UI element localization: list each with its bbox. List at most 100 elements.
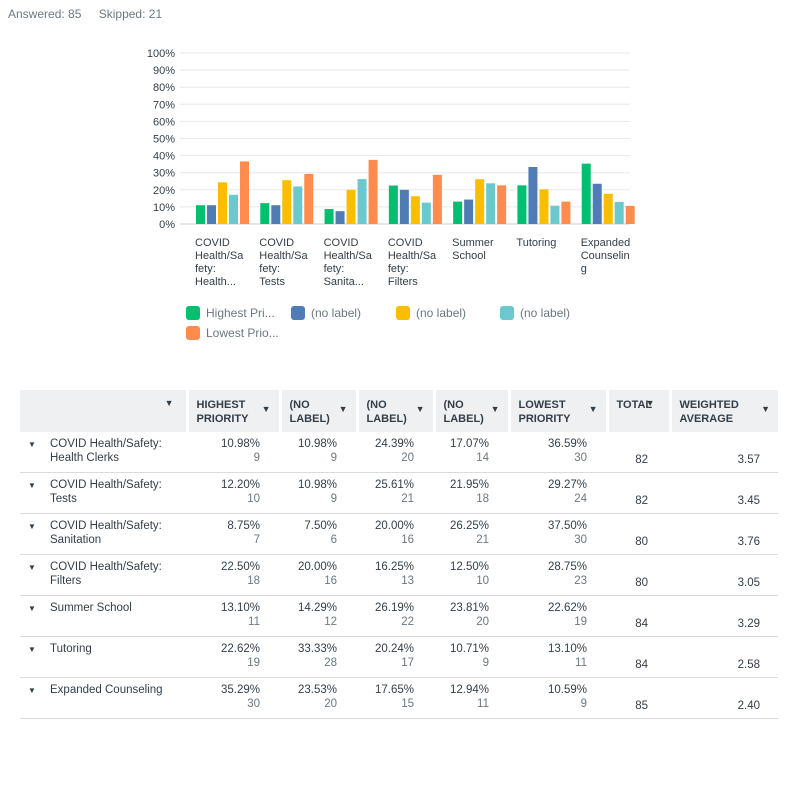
bar[interactable] <box>218 182 227 224</box>
bar[interactable] <box>324 209 334 224</box>
bar[interactable] <box>550 205 560 224</box>
bar[interactable] <box>346 189 356 224</box>
bar[interactable] <box>368 159 378 224</box>
table-row: ▼ Summer School 13.10% 11 14.29% 12 26.19% 22 23… <box>20 595 778 637</box>
bar[interactable] <box>388 185 398 224</box>
bar[interactable] <box>581 163 591 224</box>
sort-caret-icon[interactable]: ▼ <box>415 404 425 414</box>
y-tick-label: 20% <box>153 185 175 197</box>
row-expand-caret-icon[interactable]: ▼ <box>28 481 36 490</box>
percent-value: 21.95% <box>449 479 489 491</box>
bar[interactable] <box>260 203 270 224</box>
bar[interactable] <box>240 161 249 224</box>
response-cell: 13.10% 11 <box>187 595 280 637</box>
response-cell: 35.29% 30 <box>187 677 280 719</box>
legend-item[interactable]: (no label) <box>396 306 466 320</box>
legend-label: Highest Pri... <box>206 306 275 320</box>
bar[interactable] <box>614 201 624 224</box>
response-cell: 22.62% 19 <box>187 636 280 678</box>
sort-caret-icon[interactable]: ▼ <box>645 398 655 408</box>
row-label-cell: ▼ Expanded Counseling <box>20 677 187 719</box>
bar[interactable] <box>528 167 538 224</box>
response-cell: 12.94% 11 <box>434 677 509 719</box>
bar[interactable] <box>539 189 549 224</box>
x-tick-label: Health/Sa <box>195 250 244 262</box>
bar[interactable] <box>432 174 442 224</box>
legend-item[interactable]: (no label) <box>291 306 361 320</box>
bar[interactable] <box>475 179 485 224</box>
column-header[interactable]: (NO LABEL) ▼ <box>278 390 357 432</box>
sort-caret-icon[interactable]: ▼ <box>588 404 598 414</box>
bar[interactable] <box>304 173 314 224</box>
bar[interactable] <box>625 205 635 224</box>
bar[interactable] <box>271 205 281 224</box>
bar[interactable] <box>464 199 474 224</box>
response-summary: Answered: 85 Skipped: 21 <box>8 7 176 21</box>
percent-value: 17.65% <box>374 684 414 696</box>
bar[interactable] <box>592 183 602 224</box>
bar[interactable] <box>421 202 431 224</box>
sort-caret-icon[interactable]: ▼ <box>164 398 174 408</box>
percent-value: 10.98% <box>297 438 337 450</box>
row-expand-caret-icon[interactable]: ▼ <box>28 522 36 531</box>
percent-value: 7.50% <box>304 520 337 532</box>
sort-caret-icon[interactable]: ▼ <box>761 404 770 414</box>
sort-caret-icon[interactable]: ▼ <box>261 404 271 414</box>
row-expand-caret-icon[interactable]: ▼ <box>28 604 36 613</box>
bar[interactable] <box>410 196 420 224</box>
total-value: 80 <box>607 554 670 596</box>
count-value: 18 <box>476 493 489 505</box>
legend-swatch <box>186 326 200 340</box>
row-expand-caret-icon[interactable]: ▼ <box>28 563 36 572</box>
row-label: COVID Health/Safety: Tests <box>50 479 162 505</box>
column-header[interactable]: TOTAL ▼ <box>605 390 670 432</box>
bar[interactable] <box>497 185 507 224</box>
count-value: 19 <box>247 657 260 669</box>
weighted-average-value: 3.76 <box>670 513 778 555</box>
total-value: 84 <box>607 636 670 678</box>
percent-value: 26.19% <box>374 602 414 614</box>
bar[interactable] <box>293 186 303 224</box>
legend-item[interactable]: Lowest Prio... <box>186 326 279 340</box>
y-tick-label: 100% <box>147 48 175 60</box>
percent-value: 22.62% <box>547 602 587 614</box>
bar[interactable] <box>282 180 292 224</box>
row-expand-caret-icon[interactable]: ▼ <box>28 440 36 449</box>
response-cell: 36.59% 30 <box>509 432 607 473</box>
bar[interactable] <box>196 205 205 224</box>
column-header[interactable]: ▼ <box>20 390 187 432</box>
bar[interactable] <box>561 201 571 224</box>
bar[interactable] <box>335 211 345 224</box>
bar[interactable] <box>453 201 463 224</box>
count-value: 20 <box>401 452 414 464</box>
column-header[interactable]: WEIGHTED AVERAGE ▼ <box>668 390 778 432</box>
sort-caret-icon[interactable]: ▼ <box>490 404 500 414</box>
percent-value: 20.00% <box>297 561 337 573</box>
column-header[interactable]: LOWEST PRIORITY ▼ <box>507 390 607 432</box>
row-expand-caret-icon[interactable]: ▼ <box>28 686 36 695</box>
legend-item[interactable]: (no label) <box>500 306 570 320</box>
percent-value: 8.75% <box>227 520 260 532</box>
bar[interactable] <box>517 185 527 224</box>
bar[interactable] <box>207 205 216 224</box>
percent-value: 25.61% <box>374 479 414 491</box>
table-row: ▼ COVID Health/Safety: Tests 12.20% 10 10.98%… <box>20 472 778 514</box>
y-tick-label: 90% <box>153 65 175 77</box>
sort-caret-icon[interactable]: ▼ <box>338 404 348 414</box>
column-header-label: (NO LABEL) <box>366 399 407 425</box>
count-value: 20 <box>476 616 489 628</box>
legend-item[interactable]: Highest Pri... <box>186 306 275 320</box>
count-value: 21 <box>401 493 414 505</box>
row-label-cell: ▼ COVID Health/Safety: Sanitation <box>20 513 187 555</box>
x-tick-label: Health/Sa <box>324 250 373 262</box>
column-header[interactable]: (NO LABEL) ▼ <box>432 390 509 432</box>
x-tick-label: fety: <box>388 263 409 275</box>
bar[interactable] <box>229 194 238 224</box>
column-header[interactable]: (NO LABEL) ▼ <box>355 390 434 432</box>
bar[interactable] <box>399 189 409 224</box>
bar[interactable] <box>603 193 613 224</box>
row-expand-caret-icon[interactable]: ▼ <box>28 645 36 654</box>
bar[interactable] <box>486 183 496 224</box>
column-header[interactable]: HIGHEST PRIORITY ▼ <box>185 390 280 432</box>
bar[interactable] <box>357 179 367 224</box>
